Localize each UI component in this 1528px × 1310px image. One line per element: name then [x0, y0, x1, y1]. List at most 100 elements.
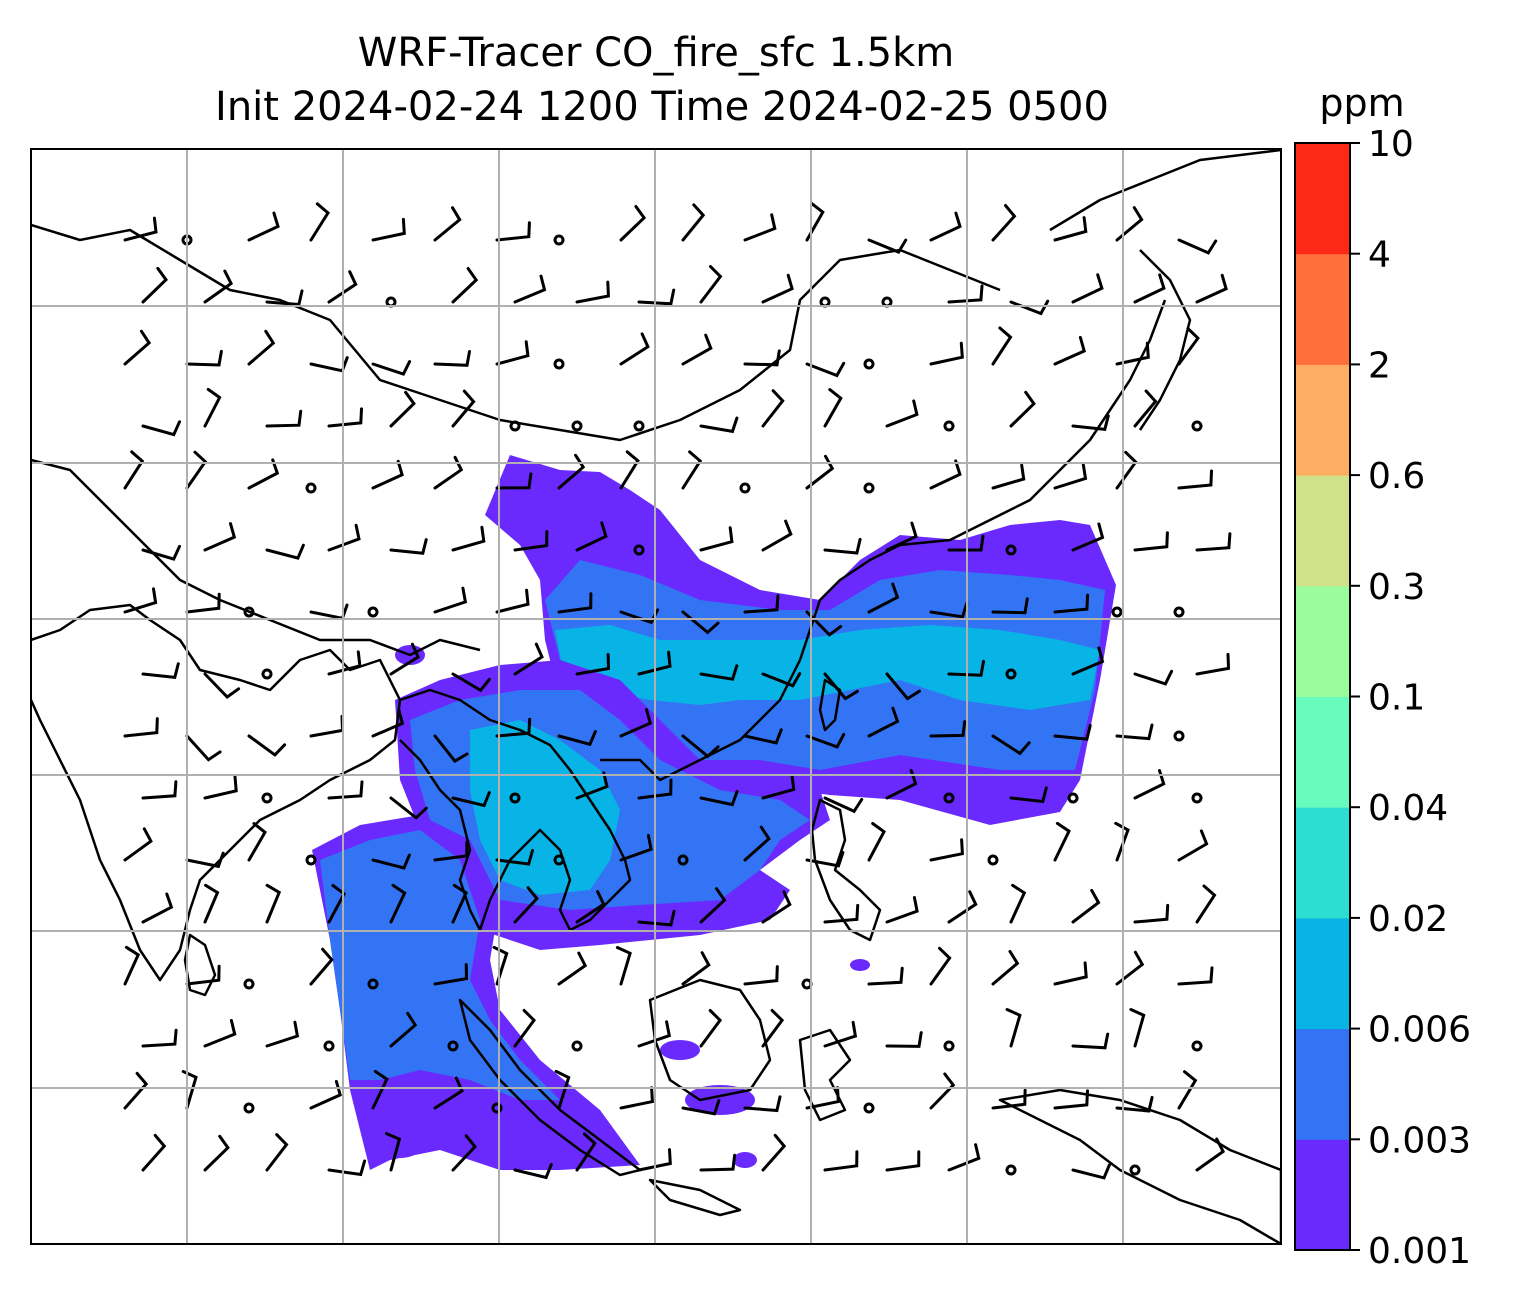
colorbar-segment	[1295, 585, 1350, 697]
wind-barb	[513, 1008, 536, 1048]
wind-barb	[203, 387, 222, 428]
calm-wind-marker	[261, 792, 273, 804]
wind-barb	[699, 664, 739, 681]
calm-wind-marker	[987, 854, 999, 866]
calm-wind-marker	[1191, 792, 1203, 804]
wind-barb	[203, 672, 241, 699]
wind-barb	[185, 851, 225, 869]
wind-barb	[575, 771, 609, 800]
wind-barb	[451, 1134, 477, 1172]
wind-barb	[327, 270, 358, 304]
wind-barb	[203, 1019, 237, 1048]
wind-barb	[1009, 786, 1048, 804]
wind-barb	[141, 420, 181, 437]
wind-barb	[991, 463, 1026, 490]
wind-barb	[823, 388, 843, 428]
wind-barb	[1009, 883, 1027, 924]
wind-barb	[699, 790, 739, 807]
wind-barb	[1115, 950, 1145, 986]
wind-barb	[1177, 1070, 1198, 1110]
wind-barb	[1071, 1163, 1111, 1180]
wind-barb	[1115, 206, 1144, 242]
colorbar-tick-label: 0.04	[1368, 788, 1448, 829]
calm-wind-marker	[367, 606, 379, 618]
wind-barb	[1071, 414, 1110, 432]
wind-barb	[637, 1148, 672, 1172]
wind-barb	[1115, 1095, 1154, 1113]
wind-barb	[1005, 1008, 1022, 1048]
colorbar-tick-label: 0.003	[1368, 1120, 1471, 1161]
wind-barb	[637, 650, 672, 676]
wind-barb	[265, 409, 303, 428]
map-frame	[30, 148, 1282, 1245]
wind-barb	[1071, 888, 1101, 924]
wind-barb	[743, 728, 783, 745]
patch-6	[382, 1142, 418, 1158]
calm-wind-marker	[553, 854, 565, 866]
wind-barb	[1133, 903, 1170, 924]
wind-barb	[265, 883, 282, 924]
wind-barb	[1053, 336, 1086, 366]
wind-barb	[1053, 724, 1092, 741]
patch-4	[850, 959, 870, 971]
wind-barb	[805, 851, 845, 868]
title-line-2: Init 2024-02-24 1200 Time 2024-02-25 050…	[215, 84, 1109, 130]
calm-wind-marker	[863, 482, 875, 494]
coastline-newguinea	[998, 1088, 1281, 1244]
wind-barb	[929, 459, 962, 490]
wind-barb	[495, 849, 534, 866]
wind-barb	[761, 890, 792, 924]
wind-barb	[929, 720, 967, 738]
wind-barb	[885, 896, 919, 924]
wind-barb	[805, 202, 825, 242]
wind-barb	[1177, 238, 1218, 255]
wind-barb	[265, 543, 305, 560]
wind-barb	[327, 884, 347, 924]
wind-barb	[451, 883, 468, 924]
borders-north	[31, 223, 1001, 442]
wind-barbs	[123, 202, 1232, 1180]
wind-barb	[433, 963, 469, 986]
wind-barb	[681, 951, 711, 986]
calm-wind-marker	[553, 234, 565, 246]
wind-barb	[743, 213, 777, 242]
patch-5	[733, 1152, 757, 1168]
wind-barb	[929, 1072, 956, 1110]
wind-barb	[947, 534, 985, 552]
wind-barb	[513, 1163, 553, 1180]
wind-barb	[947, 1143, 981, 1172]
calm-wind-marker	[1111, 606, 1123, 618]
wind-barb	[1114, 821, 1130, 862]
plume-south-level-2	[320, 830, 560, 1100]
wind-barb	[885, 1031, 923, 1048]
calm-wind-marker	[1005, 1164, 1017, 1176]
wind-barb	[1177, 469, 1213, 490]
wind-barb	[327, 650, 362, 676]
colorbar-tick-label: 2	[1368, 345, 1391, 386]
wind-barb	[327, 407, 363, 428]
wind-barb	[451, 389, 476, 428]
calm-wind-marker	[1173, 606, 1185, 618]
wind-barb	[1053, 961, 1088, 986]
calm-wind-marker	[509, 792, 521, 804]
colorbar-tick-label: 0.02	[1368, 899, 1448, 940]
calm-wind-marker	[243, 978, 255, 990]
calm-wind-marker	[863, 1102, 875, 1114]
wind-barb	[1053, 216, 1088, 242]
calm-wind-marker	[243, 606, 255, 618]
wind-barb	[247, 329, 276, 366]
wind-barb	[805, 1086, 840, 1110]
calm-wind-marker	[571, 1040, 583, 1052]
wind-barb	[203, 269, 234, 304]
wind-barb	[699, 416, 739, 434]
calm-wind-marker	[305, 854, 317, 866]
wind-barb	[681, 734, 720, 759]
wind-barb	[991, 734, 1031, 756]
patch-2	[660, 1040, 700, 1060]
wind-barb	[557, 730, 597, 747]
wind-barb	[433, 840, 469, 862]
wind-barb	[699, 265, 723, 304]
wind-barb	[203, 522, 237, 552]
wind-barb	[619, 834, 653, 862]
calm-wind-marker	[367, 978, 379, 990]
